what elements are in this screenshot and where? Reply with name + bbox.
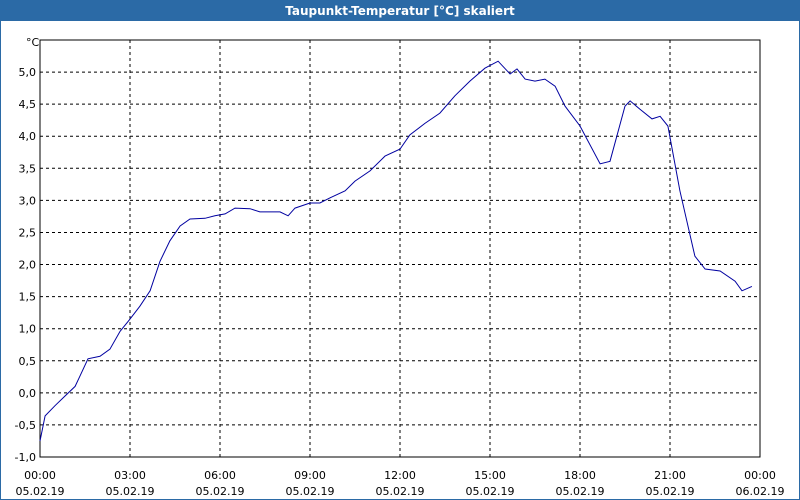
y-tick-label: 4,0 (19, 130, 37, 143)
x-tick-label: 00:00 (744, 469, 776, 482)
x-tick-label: 03:00 (114, 469, 146, 482)
x-tick-date: 05.02.19 (376, 485, 425, 498)
x-tick-label: 21:00 (654, 469, 686, 482)
y-unit: °C (26, 36, 40, 49)
y-tick-label: 1,5 (19, 291, 37, 304)
y-tick-label: 3,0 (19, 194, 37, 207)
x-tick-label: 12:00 (384, 469, 416, 482)
y-tick-label: 5,0 (19, 66, 37, 79)
y-tick-label: 1,0 (19, 323, 37, 336)
y-tick-label: 2,0 (19, 259, 37, 272)
x-tick-label: 18:00 (564, 469, 596, 482)
x-tick-date: 05.02.19 (556, 485, 605, 498)
x-tick-date: 05.02.19 (646, 485, 695, 498)
x-tick-label: 00:00 (24, 469, 56, 482)
data-line (39, 60, 753, 442)
y-tick-label: 3,5 (19, 162, 37, 175)
x-tick-label: 06:00 (204, 469, 236, 482)
x-tick-date: 05.02.19 (466, 485, 515, 498)
x-tick-label: 15:00 (474, 469, 506, 482)
x-tick-date: 05.02.19 (286, 485, 335, 498)
y-tick-label: -0,5 (15, 419, 36, 432)
chart: °C -1,0 -0,5 0,0 0,5 1,0 1,5 2,0 2,5 3,0 3,5 4,0 4,… (15, 36, 785, 498)
x-tick-label: 09:00 (294, 469, 326, 482)
x-tick-date: 05.02.19 (106, 485, 155, 498)
x-tick-date: 05.02.19 (196, 485, 245, 498)
y-tick-label: 0,5 (19, 355, 37, 368)
x-tick-date: 05.02.19 (16, 485, 65, 498)
y-tick-label: 4,5 (19, 98, 37, 111)
chart-title: Taupunkt-Temperatur [°C] skaliert (1, 1, 799, 21)
x-tick-date: 06.02.19 (736, 485, 785, 498)
y-tick-label: -1,0 (15, 451, 36, 464)
y-tick-label: 0,0 (19, 387, 37, 400)
y-tick-label: 2,5 (19, 226, 37, 239)
